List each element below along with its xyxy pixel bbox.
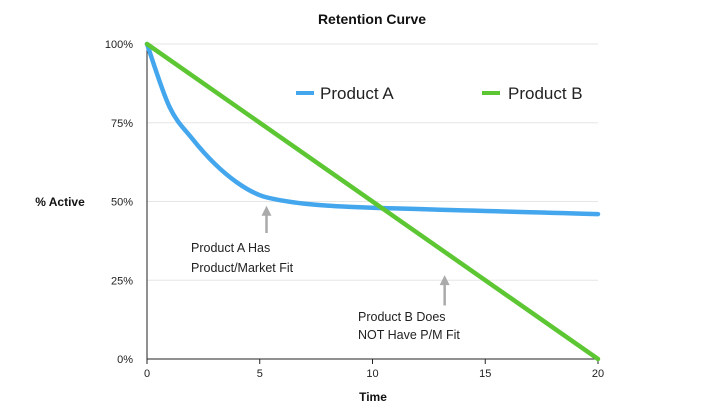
y-tick-label: 0%	[117, 354, 133, 366]
x-axis-label: Time	[359, 390, 387, 404]
grid-lines	[147, 43, 598, 281]
x-tick-label: 15	[479, 368, 491, 380]
annotation-arrow-head	[261, 205, 272, 216]
x-tick-label: 20	[592, 368, 604, 380]
y-tick-labels: 0% 25% 50% 75% 100%	[105, 39, 133, 366]
y-tick-label: 100%	[105, 39, 133, 51]
x-tick-label: 10	[366, 368, 378, 380]
annotation-a-line-1: Product A Has	[191, 241, 270, 255]
y-axis-label: % Active	[35, 195, 85, 209]
annotation-arrow-head	[439, 275, 450, 286]
x-tick-labels: 0 5 10 15 20	[144, 368, 604, 380]
y-tick-label: 75%	[111, 118, 133, 130]
annotations: Product A Has Product/Market Fit Product…	[191, 205, 460, 342]
series-line-product-b	[144, 41, 601, 362]
legend-label-product-b: Product B	[508, 84, 583, 103]
legend: Product A Product B	[296, 84, 583, 103]
annotation-b-line-1: Product B Does	[358, 310, 446, 324]
annotation-a-line-2: Product/Market Fit	[191, 261, 294, 275]
y-tick-label: 50%	[111, 197, 133, 209]
series-line-product-a	[144, 41, 601, 217]
x-tick-label: 0	[144, 368, 150, 380]
series-lines	[144, 41, 601, 362]
x-tick-label: 5	[257, 368, 263, 380]
annotation-b-line-2: NOT Have P/M Fit	[358, 328, 460, 342]
chart-title: Retention Curve	[318, 11, 426, 27]
legend-label-product-a: Product A	[320, 84, 394, 103]
y-tick-label: 25%	[111, 275, 133, 287]
